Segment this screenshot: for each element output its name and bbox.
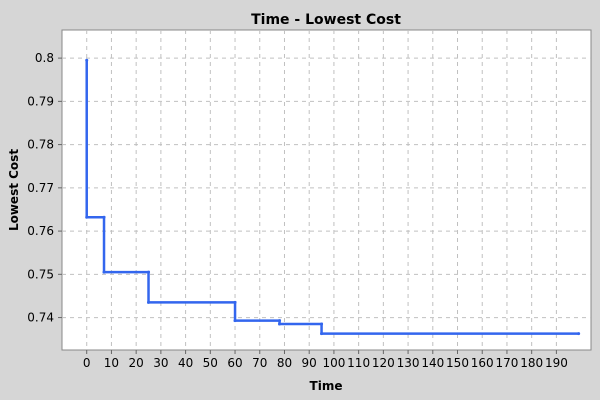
series-point bbox=[85, 58, 89, 62]
plot-area bbox=[61, 29, 592, 351]
x-tick-label: 80 bbox=[277, 356, 292, 370]
x-tick-label: 130 bbox=[397, 356, 420, 370]
y-tick-label: 0.8 bbox=[35, 51, 54, 65]
y-tick-label: 0.74 bbox=[27, 311, 54, 325]
grid-lines bbox=[62, 30, 591, 350]
x-tick-label: 160 bbox=[471, 356, 494, 370]
chart-title: Time - Lowest Cost bbox=[251, 12, 401, 28]
series-point bbox=[102, 215, 106, 219]
series-point bbox=[147, 270, 151, 274]
series-point bbox=[233, 319, 237, 323]
tick-labels: 0 10 20 30 40 50 60 70 80 90 100 110 120 130 140 150 160… bbox=[27, 51, 568, 370]
x-tick-label: 70 bbox=[252, 356, 267, 370]
y-tick-label: 0.77 bbox=[27, 181, 54, 195]
x-tick-label: 60 bbox=[227, 356, 242, 370]
x-tick-label: 30 bbox=[153, 356, 168, 370]
series-point bbox=[233, 300, 237, 304]
x-tick-label: 110 bbox=[347, 356, 370, 370]
y-tick-label: 0.78 bbox=[27, 138, 54, 152]
x-axis-label: Time bbox=[310, 379, 343, 393]
y-tick-label: 0.75 bbox=[27, 267, 54, 281]
x-tick-label: 40 bbox=[178, 356, 193, 370]
x-tick-label: 120 bbox=[372, 356, 395, 370]
x-tick-label: 150 bbox=[446, 356, 469, 370]
series-point bbox=[85, 215, 89, 219]
x-tick-label: 180 bbox=[520, 356, 543, 370]
x-tick-label: 10 bbox=[104, 356, 119, 370]
x-tick-label: 190 bbox=[545, 356, 568, 370]
series-point bbox=[147, 300, 151, 304]
x-tick-label: 140 bbox=[421, 356, 444, 370]
series-point bbox=[577, 332, 581, 336]
series-point bbox=[102, 270, 106, 274]
series-point bbox=[278, 322, 282, 326]
series-layer bbox=[85, 58, 581, 336]
y-tick-label: 0.79 bbox=[27, 94, 54, 108]
x-tick-label: 170 bbox=[496, 356, 519, 370]
series-point bbox=[320, 332, 324, 336]
series-point bbox=[278, 319, 282, 323]
x-tick-label: 0 bbox=[83, 356, 91, 370]
x-tick-label: 50 bbox=[203, 356, 218, 370]
x-tick-label: 20 bbox=[129, 356, 144, 370]
axes bbox=[58, 57, 557, 354]
series-point bbox=[320, 322, 324, 326]
x-tick-label: 100 bbox=[322, 356, 345, 370]
y-tick-label: 0.76 bbox=[27, 224, 54, 238]
y-axis-label: Lowest Cost bbox=[7, 149, 21, 231]
x-tick-label: 90 bbox=[302, 356, 317, 370]
